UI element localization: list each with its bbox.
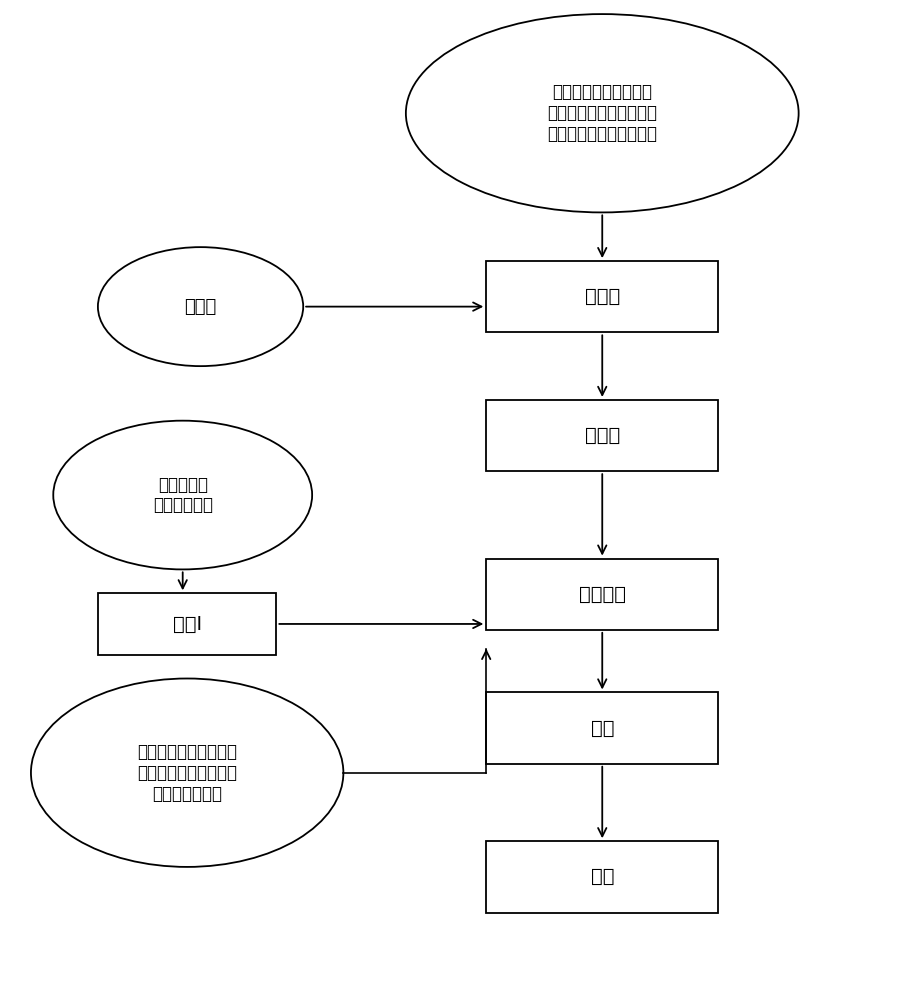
Text: 湿颗粒: 湿颗粒: [585, 287, 620, 306]
Bar: [98, 593, 277, 655]
Bar: [487, 400, 718, 471]
Text: 混粉Ⅰ: 混粉Ⅰ: [173, 614, 202, 633]
Bar: [487, 559, 718, 630]
Text: 干颗粒: 干颗粒: [585, 426, 620, 445]
Text: 交联聚维酮（外加）、
低取代羟丙纤维素（外
加）、硬脂酸镁: 交联聚维酮（外加）、 低取代羟丙纤维素（外 加）、硬脂酸镁: [137, 743, 237, 803]
Text: 总混颗粒: 总混颗粒: [578, 585, 626, 604]
Text: 压片: 压片: [590, 719, 614, 738]
Text: 包装: 包装: [590, 867, 614, 886]
Bar: [487, 261, 718, 332]
Text: 硫酸沙丁胺
醇、二氧化硅: 硫酸沙丁胺 醇、二氧化硅: [152, 476, 213, 514]
Bar: [487, 841, 718, 913]
Bar: [487, 692, 718, 764]
Text: 甘露醇、微晶纤维素、
交联聚维酮（内加）、低
取代羟丙纤维素（内加）: 甘露醇、微晶纤维素、 交联聚维酮（内加）、低 取代羟丙纤维素（内加）: [547, 83, 657, 143]
Text: 纯化水: 纯化水: [185, 298, 216, 316]
